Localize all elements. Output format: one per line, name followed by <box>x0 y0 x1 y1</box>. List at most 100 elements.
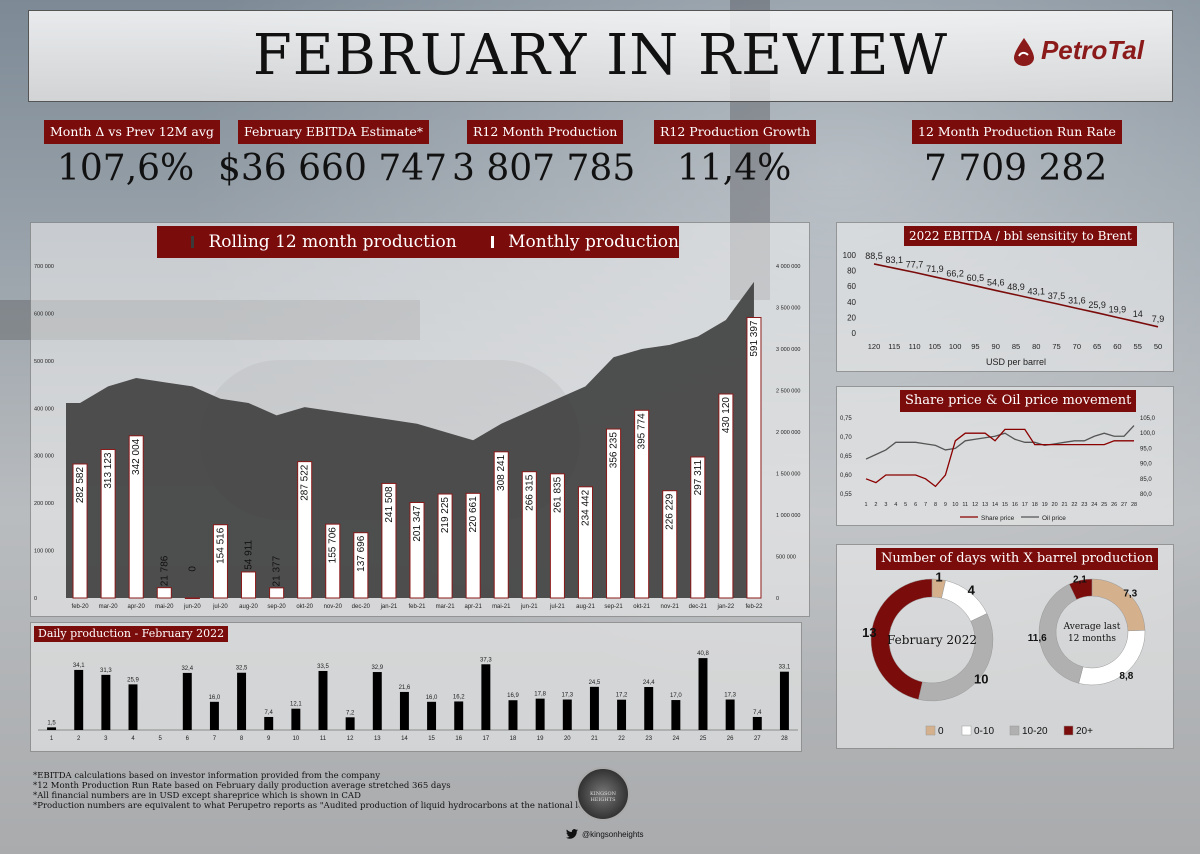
bar-data-label: 31,3 <box>100 668 112 674</box>
x-tick-label: 19 <box>1042 502 1048 508</box>
x-tick-label: aug-20 <box>239 604 258 610</box>
x-tick-label: sep-21 <box>604 604 623 610</box>
x-tick-label: 24 <box>1091 502 1097 508</box>
oil-drop-icon <box>1013 37 1034 66</box>
legend-label: 20+ <box>1076 726 1093 737</box>
x-tick-label: feb-21 <box>408 604 426 610</box>
x-tick-label: 12 <box>347 736 354 742</box>
daily-production-bar <box>74 669 84 730</box>
legend-swatch <box>1009 725 1020 736</box>
y-left-tick-label: 400 000 <box>34 406 54 412</box>
bar-data-label: 33,5 <box>317 664 329 670</box>
x-tick-label: jan-22 <box>717 604 735 610</box>
sensitivity-data-label: 19,9 <box>1109 304 1127 314</box>
monthly-production-bar <box>184 597 200 599</box>
x-tick-label: feb-20 <box>72 604 90 610</box>
x-tick-label: 7 <box>213 736 217 742</box>
x-tick-label: 21 <box>591 736 598 742</box>
x-tick-label: 1 <box>50 736 54 742</box>
y-right-tick-label: 4 000 000 <box>776 264 800 270</box>
monthly-production-bar <box>493 451 509 599</box>
daily-production-bar <box>372 672 382 730</box>
x-tick-label: mai-21 <box>492 604 511 610</box>
x-tick-label: jun-21 <box>520 604 538 610</box>
x-tick-label: 12 <box>972 502 978 508</box>
y-right-tick-label: 100,0 <box>1140 431 1156 437</box>
legend-label: 0-10 <box>974 726 994 737</box>
monthly-production-bar <box>241 571 257 599</box>
bar-data-label: 155 706 <box>328 527 339 564</box>
x-axis-label: USD per barrel <box>986 357 1046 367</box>
monthly-production-bar <box>690 456 706 599</box>
bar-data-label: 241 508 <box>384 486 395 523</box>
donut-slice-label: 4 <box>968 583 976 598</box>
bar-data-label: 297 311 <box>693 460 704 496</box>
bar-data-label: 32,9 <box>371 665 383 671</box>
x-tick-label: 23 <box>1081 502 1087 508</box>
footnote: *12 Month Production Run Rate based on F… <box>33 781 451 791</box>
x-tick-label: 100 <box>949 342 962 351</box>
legend-label-share-price: Share price <box>981 515 1015 522</box>
bar-data-label: 17,2 <box>616 693 628 699</box>
daily-production-bar <box>752 716 762 730</box>
x-tick-label: 13 <box>982 502 988 508</box>
monthly-production-bar <box>212 524 228 599</box>
kpi-label-r12-production: R12 Month Production <box>467 120 624 144</box>
x-tick-label: 7 <box>924 502 927 508</box>
kpi-value-month-delta: 107,6% <box>57 148 195 189</box>
bar-data-label: 24,4 <box>643 680 655 686</box>
daily-production-bar <box>128 684 138 730</box>
legend-swatch-monthly <box>490 236 495 248</box>
footnote: *All financial numbers are in USD except… <box>33 791 361 801</box>
daily-production-bar <box>617 699 627 730</box>
bar-data-label: 54 911 <box>244 540 255 570</box>
kpi-label-month-delta: Month Δ vs Prev 12M avg <box>44 120 220 144</box>
bar-data-label: 25,9 <box>127 677 139 683</box>
bar-data-label: 21 786 <box>159 555 170 586</box>
bar-data-label: 0 <box>187 566 198 572</box>
x-tick-label: 22 <box>618 736 625 742</box>
kpi-label-run-rate: 12 Month Production Run Rate <box>912 120 1122 144</box>
bar-data-label: 282 582 <box>75 467 86 504</box>
bar-data-label: 21 377 <box>272 555 283 586</box>
y-right-tick-label: 0 <box>776 596 779 602</box>
y-left-tick-label: 300 000 <box>34 454 54 460</box>
donut-slice-label: 2,1 <box>1073 574 1087 585</box>
x-tick-label: apr-20 <box>128 604 146 610</box>
bar-data-label: 16,9 <box>507 693 519 699</box>
legend-swatch <box>961 725 972 736</box>
twitter-handle[interactable]: @kingsonheights <box>566 829 644 839</box>
footnote: *EBITDA calculations based on investor i… <box>33 771 381 781</box>
x-tick-label: 11 <box>962 502 968 508</box>
y-tick-label: 40 <box>847 298 856 307</box>
bar-data-label: 17,8 <box>534 692 546 698</box>
daily-chart-panel <box>30 622 802 752</box>
bar-data-label: 24,5 <box>589 680 601 686</box>
x-tick-label: 18 <box>510 736 517 742</box>
y-right-tick-label: 80,0 <box>1140 492 1152 498</box>
bar-data-label: 220 661 <box>468 496 479 533</box>
bar-data-label: 33,1 <box>779 665 791 671</box>
x-tick-label: 15 <box>428 736 435 742</box>
x-tick-label: 2 <box>77 736 81 742</box>
y-tick-label: 100 <box>843 251 857 260</box>
x-tick-label: nov-20 <box>324 604 343 610</box>
x-tick-label: 50 <box>1154 342 1162 351</box>
daily-production-bar <box>209 701 219 730</box>
x-tick-label: 15 <box>1002 502 1008 508</box>
x-tick-label: 3 <box>104 736 108 742</box>
x-tick-label: 22 <box>1071 502 1077 508</box>
x-tick-label: 19 <box>537 736 544 742</box>
bar-data-label: 16,2 <box>453 694 465 700</box>
daily-production-chart: 1,5 1 34,1 2 31,3 3 25,9 4 5 32,4 6 16,0 7 32,5 8 7,4 9 1… <box>38 651 798 742</box>
bar-data-label: 34,1 <box>73 663 85 669</box>
x-tick-label: dec-20 <box>352 604 371 610</box>
x-tick-label: 8 <box>240 736 244 742</box>
bar-data-label: 154 516 <box>215 527 226 564</box>
y-tick-label: 80 <box>847 267 856 276</box>
x-tick-label: 4 <box>894 502 897 508</box>
bar-data-label: 32,5 <box>236 666 248 672</box>
kpi-label-r12-growth: R12 Production Growth <box>654 120 817 144</box>
bar-data-label: 12,1 <box>290 702 302 708</box>
y-left-tick-label: 500 000 <box>34 359 54 365</box>
